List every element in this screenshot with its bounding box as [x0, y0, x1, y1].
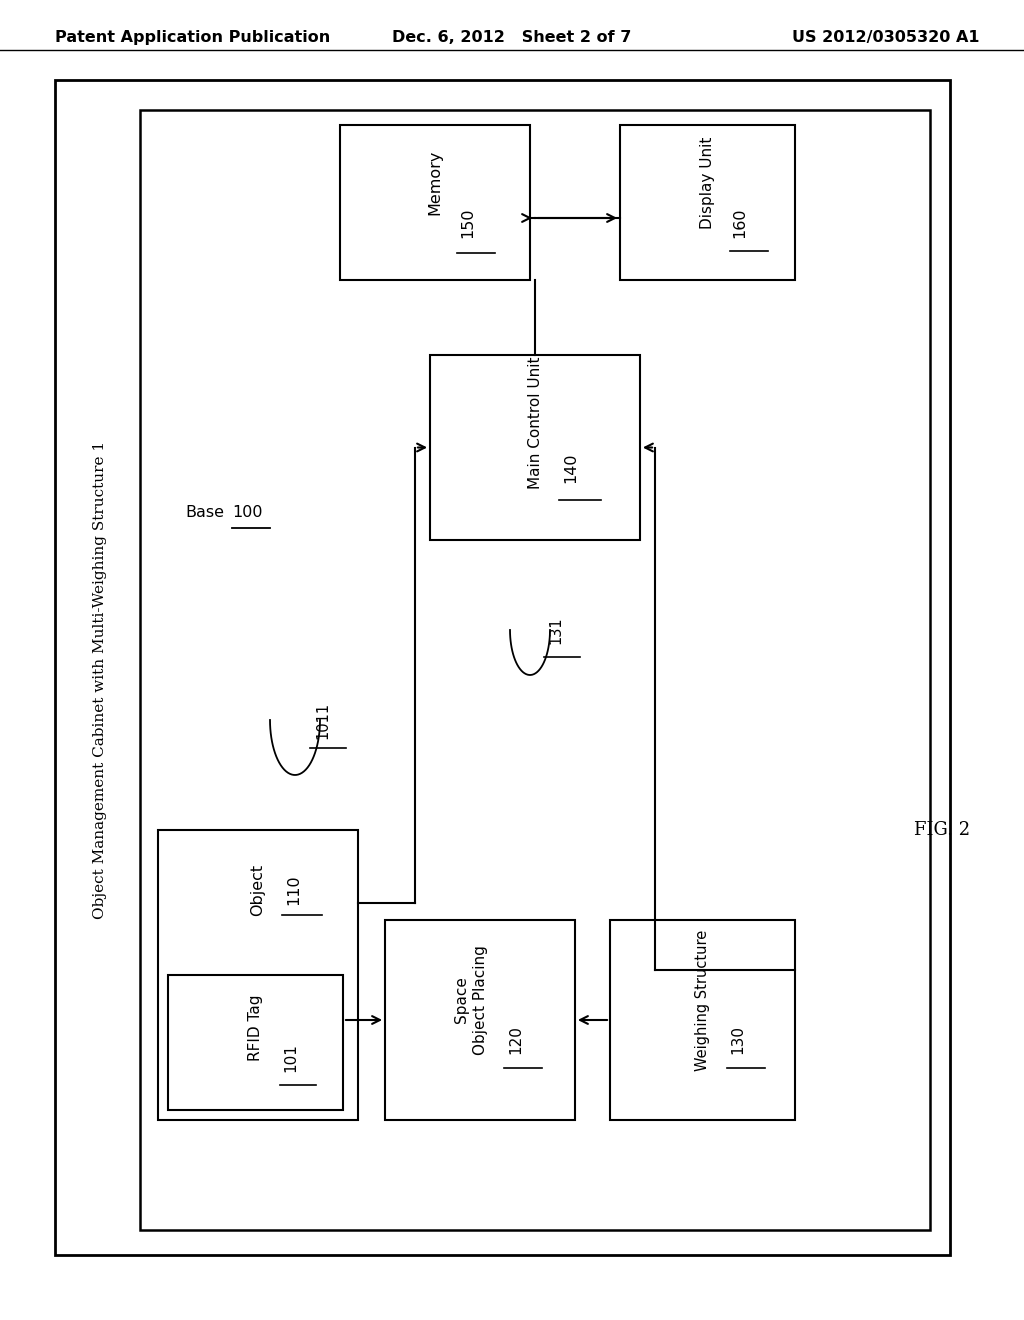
Bar: [610, 920, 795, 1119]
Text: Dec. 6, 2012   Sheet 2 of 7: Dec. 6, 2012 Sheet 2 of 7: [392, 30, 632, 45]
Bar: [168, 975, 343, 1110]
Text: 140: 140: [563, 453, 578, 483]
Text: 150: 150: [460, 207, 475, 238]
Text: Object Management Cabinet with Multi-Weighing Structure 1: Object Management Cabinet with Multi-Wei…: [93, 441, 106, 919]
Bar: [385, 920, 575, 1119]
Text: 101: 101: [284, 1043, 299, 1072]
Text: 110: 110: [286, 875, 301, 906]
Text: Object Placing: Object Placing: [472, 945, 487, 1055]
Text: RFID Tag: RFID Tag: [248, 994, 263, 1061]
Text: Object: Object: [251, 863, 265, 916]
Text: Main Control Unit: Main Control Unit: [527, 356, 543, 488]
Bar: [158, 830, 358, 1119]
Text: FIG. 2: FIG. 2: [913, 821, 970, 840]
Text: Space: Space: [455, 977, 469, 1023]
Text: Weighing Structure: Weighing Structure: [695, 929, 710, 1071]
Text: Patent Application Publication: Patent Application Publication: [55, 30, 331, 45]
Text: Memory: Memory: [427, 149, 442, 215]
Text: 120: 120: [508, 1026, 523, 1055]
Text: US 2012/0305320 A1: US 2012/0305320 A1: [793, 30, 980, 45]
Text: 131: 131: [548, 616, 563, 644]
Bar: [620, 125, 795, 280]
Text: 100: 100: [232, 506, 262, 520]
Text: 1011: 1011: [315, 701, 330, 739]
Text: Base: Base: [185, 506, 224, 520]
Bar: [340, 125, 530, 280]
Bar: [140, 110, 930, 1230]
Text: Display Unit: Display Unit: [700, 136, 715, 228]
Text: 130: 130: [730, 1026, 745, 1055]
Text: 160: 160: [732, 207, 748, 238]
Bar: [55, 81, 950, 1255]
Bar: [430, 355, 640, 540]
